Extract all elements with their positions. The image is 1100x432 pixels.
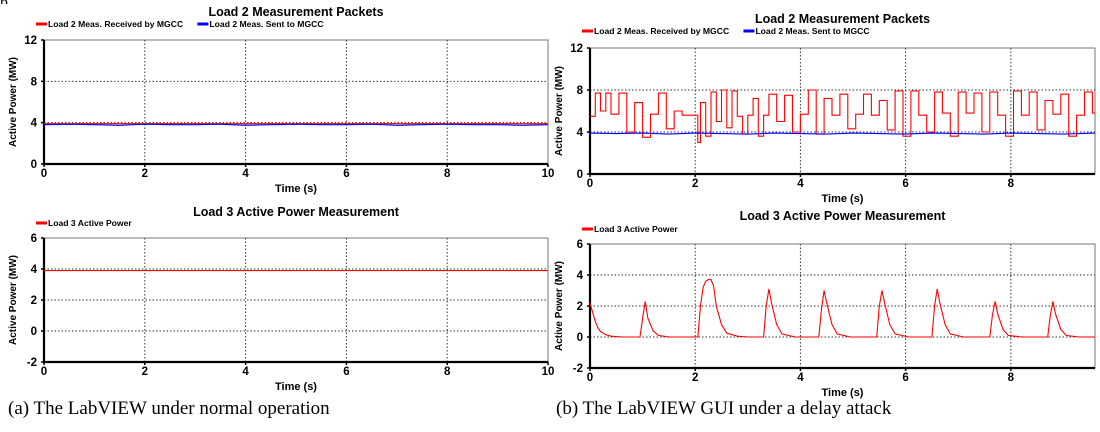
cropped-text-strip: p <box>0 0 1100 4</box>
y-tick-label: 6 <box>31 233 37 245</box>
y-axis-label: Active Power (MW) <box>8 57 19 147</box>
chart-b2: Load 3 Active Power Measurement Load 3 Ac… <box>554 209 1096 399</box>
y-axis-label: Active Power (MW) <box>554 66 565 156</box>
y-tick-label: 0 <box>577 332 583 344</box>
x-tick-label: 4 <box>242 168 249 180</box>
y-tick-label: 2 <box>577 301 583 313</box>
x-axis-label: Time (s) <box>822 193 864 205</box>
x-tick-label: 2 <box>142 168 148 180</box>
chart-b1: Load 2 Measurement Packets Load 2 Meas. R… <box>554 12 1096 205</box>
x-tick-label: 2 <box>692 372 698 384</box>
y-tick-label: 4 <box>577 127 584 139</box>
x-axis-label: Time (s) <box>275 381 317 393</box>
x-tick-label: 2 <box>142 366 148 378</box>
x-tick-label: 4 <box>797 178 804 190</box>
legend-label: Load 2 Meas. Received by MGCC <box>48 19 183 29</box>
x-tick-label: 8 <box>1008 178 1015 190</box>
y-tick-label: 12 <box>24 35 37 47</box>
plot-area <box>43 39 549 165</box>
y-axis-label: Active Power (MW) <box>8 255 19 345</box>
x-tick-label: 8 <box>1008 372 1015 384</box>
series-line <box>43 123 549 126</box>
x-tick-label: 0 <box>587 178 593 190</box>
y-tick-label: 0 <box>31 159 37 171</box>
caption-b: (b) The LabVIEW GUI under a delay attack <box>556 398 892 419</box>
y-tick-label: 2 <box>31 295 37 307</box>
x-tick-label: 4 <box>797 372 804 384</box>
cropped-text-a: p <box>0 0 8 4</box>
x-tick-label: 2 <box>692 178 698 190</box>
series-line <box>589 279 1095 338</box>
y-tick-label: -2 <box>573 363 583 375</box>
x-axis-label: Time (s) <box>822 387 864 399</box>
x-tick-label: 4 <box>242 366 249 378</box>
y-tick-label: 8 <box>577 85 584 97</box>
y-tick-label: 4 <box>31 118 38 130</box>
y-tick-label: 0 <box>577 169 583 181</box>
chart-title: Load 2 Measurement Packets <box>208 5 383 19</box>
chart-title: Load 2 Measurement Packets <box>755 12 930 26</box>
legend-label: Load 2 Meas. Sent to MGCC <box>755 26 869 36</box>
chart-title: Load 3 Active Power Measurement <box>193 205 400 219</box>
x-tick-label: 6 <box>902 372 908 384</box>
y-tick-label: 4 <box>577 270 584 282</box>
chart-a1: Load 2 Measurement Packets Load 2 Meas. R… <box>8 5 554 195</box>
legend-label: Load 2 Meas. Received by MGCC <box>594 26 729 36</box>
x-axis-label: Time (s) <box>275 183 317 195</box>
x-tick-label: 10 <box>542 168 555 180</box>
legend-label: Load 3 Active Power <box>594 224 678 234</box>
x-tick-label: 10 <box>542 366 555 378</box>
x-tick-label: 0 <box>41 366 47 378</box>
x-tick-label: 8 <box>444 366 451 378</box>
y-tick-label: -2 <box>27 357 37 369</box>
y-tick-label: 4 <box>31 264 38 276</box>
x-tick-label: 6 <box>343 168 349 180</box>
chart-title: Load 3 Active Power Measurement <box>740 209 947 223</box>
x-tick-label: 8 <box>444 168 451 180</box>
legend-label: Load 3 Active Power <box>48 218 132 228</box>
x-tick-label: 0 <box>587 372 593 384</box>
legend-label: Load 2 Meas. Sent to MGCC <box>209 19 323 29</box>
y-tick-label: 0 <box>31 326 37 338</box>
y-tick-label: 8 <box>31 76 38 88</box>
y-tick-label: 12 <box>570 43 583 55</box>
x-tick-label: 6 <box>343 366 349 378</box>
y-axis-label: Active Power (MW) <box>554 261 565 351</box>
caption-a: (a) The LabVIEW under normal operation <box>8 398 330 419</box>
chart-a2: Load 3 Active Power Measurement Load 3 Ac… <box>8 205 554 393</box>
series-line <box>589 132 1096 135</box>
x-tick-label: 6 <box>902 178 908 190</box>
y-tick-label: 6 <box>577 239 583 251</box>
x-tick-label: 0 <box>41 168 47 180</box>
